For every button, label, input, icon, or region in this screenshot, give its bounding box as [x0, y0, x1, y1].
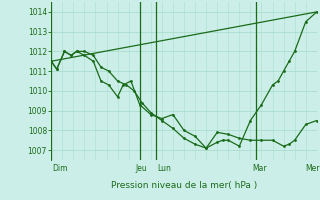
Text: Jeu: Jeu — [135, 164, 147, 173]
Text: Lun: Lun — [157, 164, 171, 173]
Text: Dim: Dim — [52, 164, 68, 173]
Text: Pression niveau de la mer( hPa ): Pression niveau de la mer( hPa ) — [111, 181, 257, 190]
Text: Mer: Mer — [306, 164, 320, 173]
Text: Mar: Mar — [252, 164, 267, 173]
